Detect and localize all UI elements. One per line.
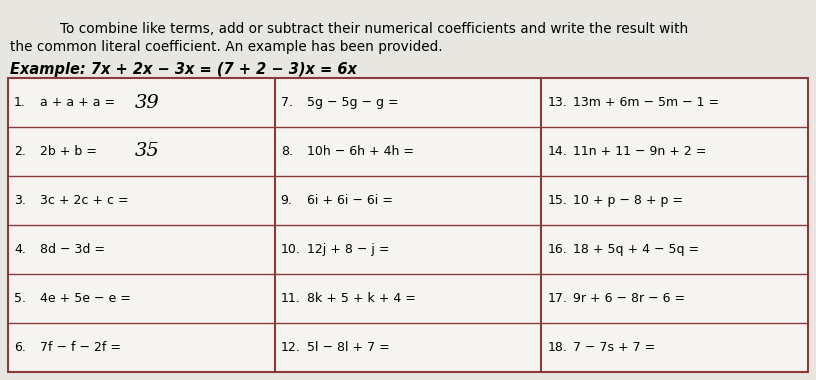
Text: 12.: 12. <box>281 341 300 354</box>
Text: 3c + 2c + c =: 3c + 2c + c = <box>40 194 129 207</box>
Text: the common literal coefficient. An example has been provided.: the common literal coefficient. An examp… <box>10 40 442 54</box>
Text: 10.: 10. <box>281 243 300 256</box>
Text: 10 + p − 8 + p =: 10 + p − 8 + p = <box>574 194 683 207</box>
Text: 39: 39 <box>135 93 160 111</box>
Text: 5.: 5. <box>14 292 26 305</box>
Text: 9.: 9. <box>281 194 293 207</box>
Text: 35: 35 <box>135 142 160 160</box>
Text: 18 + 5q + 4 − 5q =: 18 + 5q + 4 − 5q = <box>574 243 699 256</box>
Text: 12j + 8 − j =: 12j + 8 − j = <box>307 243 389 256</box>
Text: a + a + a =: a + a + a = <box>40 96 115 109</box>
Text: 7.: 7. <box>281 96 293 109</box>
Bar <box>8 78 808 372</box>
Text: 6.: 6. <box>14 341 26 354</box>
Text: 9r + 6 − 8r − 6 =: 9r + 6 − 8r − 6 = <box>574 292 685 305</box>
Text: 15.: 15. <box>548 194 567 207</box>
Text: 11.: 11. <box>281 292 300 305</box>
Text: 14.: 14. <box>548 145 567 158</box>
Text: 2.: 2. <box>14 145 26 158</box>
Bar <box>8 78 808 372</box>
Text: 8d − 3d =: 8d − 3d = <box>40 243 105 256</box>
Text: 13.: 13. <box>548 96 567 109</box>
Text: 8.: 8. <box>281 145 293 158</box>
Text: To combine like terms, add or subtract their numerical coefficients and write th: To combine like terms, add or subtract t… <box>60 22 688 36</box>
Text: 7 − 7s + 7 =: 7 − 7s + 7 = <box>574 341 655 354</box>
Text: 11n + 11 − 9n + 2 =: 11n + 11 − 9n + 2 = <box>574 145 707 158</box>
Text: 7f − f − 2f =: 7f − f − 2f = <box>40 341 121 354</box>
Text: 3.: 3. <box>14 194 26 207</box>
Text: 13m + 6m − 5m − 1 =: 13m + 6m − 5m − 1 = <box>574 96 720 109</box>
Text: 8k + 5 + k + 4 =: 8k + 5 + k + 4 = <box>307 292 415 305</box>
Text: 1.: 1. <box>14 96 26 109</box>
Text: 4e + 5e − e =: 4e + 5e − e = <box>40 292 131 305</box>
Text: 17.: 17. <box>548 292 567 305</box>
Text: 5l − 8l + 7 =: 5l − 8l + 7 = <box>307 341 389 354</box>
Text: Example: 7x + 2x − 3x = (7 + 2 − 3)x = 6x: Example: 7x + 2x − 3x = (7 + 2 − 3)x = 6… <box>10 62 357 77</box>
Text: 16.: 16. <box>548 243 567 256</box>
Text: 5g − 5g − g =: 5g − 5g − g = <box>307 96 398 109</box>
Text: 2b + b =: 2b + b = <box>40 145 97 158</box>
Text: 6i + 6i − 6i =: 6i + 6i − 6i = <box>307 194 392 207</box>
Text: 10h − 6h + 4h =: 10h − 6h + 4h = <box>307 145 414 158</box>
Text: 18.: 18. <box>548 341 567 354</box>
Text: 4.: 4. <box>14 243 26 256</box>
